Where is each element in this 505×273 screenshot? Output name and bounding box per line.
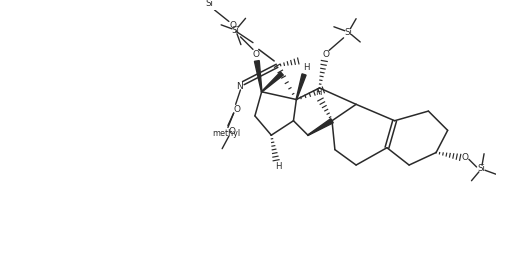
Text: O: O (252, 50, 260, 59)
Text: methyl: methyl (226, 131, 230, 132)
Text: Si: Si (344, 28, 352, 37)
Text: O: O (229, 21, 236, 30)
Text: Si: Si (232, 26, 239, 35)
Text: Si: Si (206, 0, 214, 8)
Polygon shape (296, 74, 306, 100)
Polygon shape (255, 61, 262, 92)
Text: H: H (275, 162, 281, 171)
Text: methyl: methyl (212, 129, 240, 138)
Text: O: O (228, 127, 235, 136)
Polygon shape (308, 119, 333, 135)
Text: H: H (315, 88, 322, 97)
Text: Si: Si (477, 164, 485, 173)
Text: N: N (236, 82, 243, 91)
Polygon shape (262, 72, 283, 92)
Text: H: H (302, 63, 309, 72)
Text: O: O (462, 153, 469, 162)
Text: O: O (323, 50, 330, 59)
Text: O: O (233, 105, 240, 114)
